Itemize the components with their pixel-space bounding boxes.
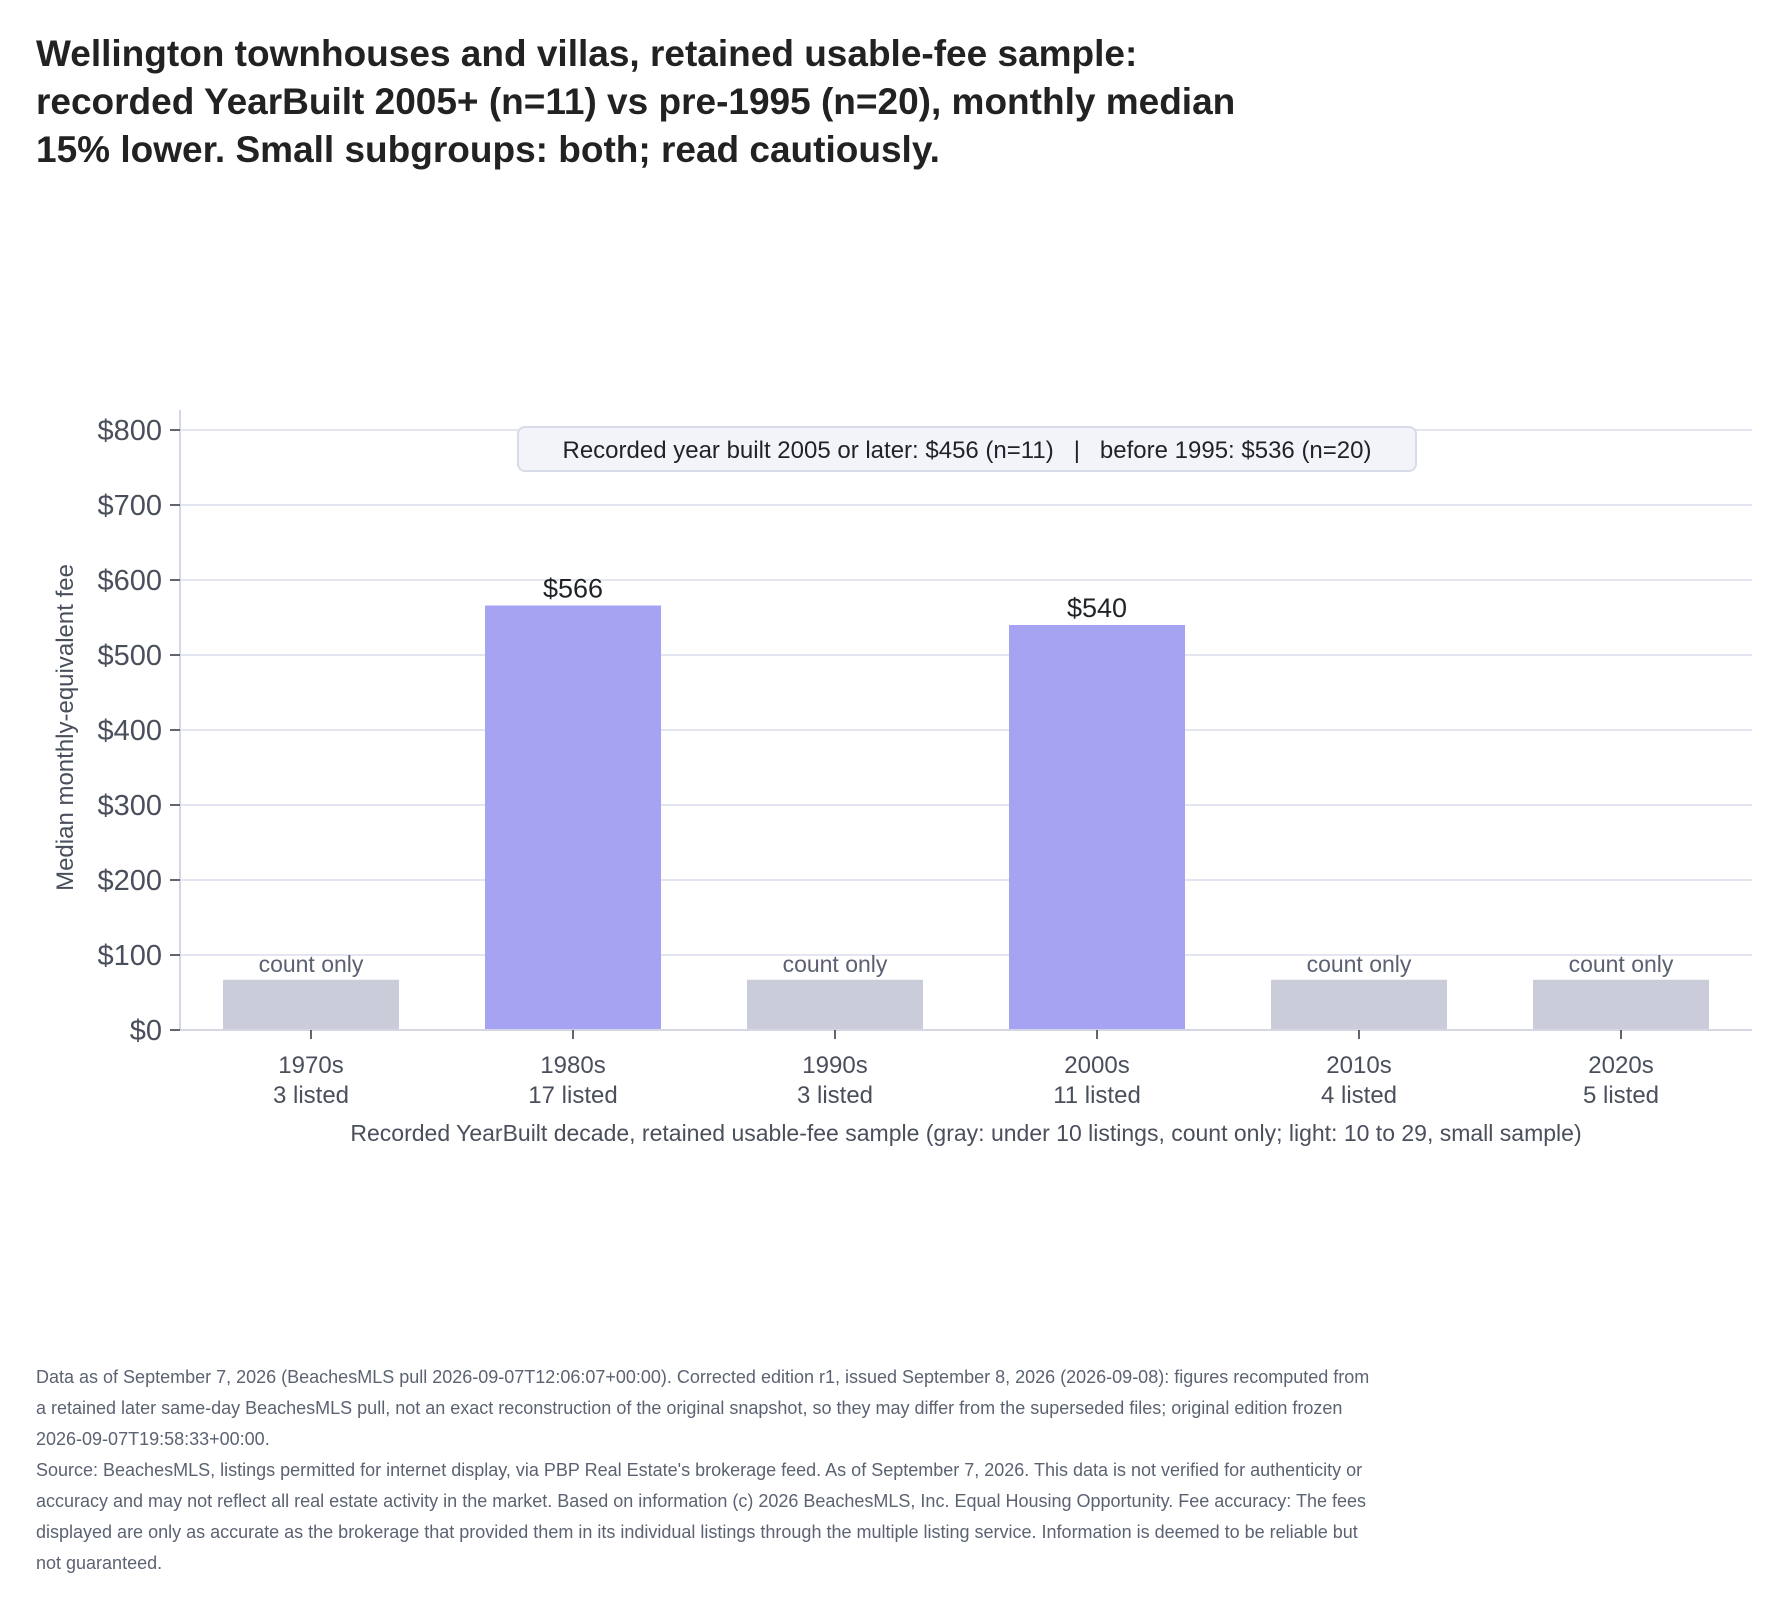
y-tick-label: $0	[130, 1015, 162, 1047]
footer-notes: Data as of September 7, 2026 (BeachesMLS…	[36, 1362, 1376, 1579]
x-tick-label: 1980s	[540, 1052, 605, 1079]
edition-note: Data as of September 7, 2026 (BeachesMLS…	[36, 1367, 1370, 1449]
bars	[223, 605, 1709, 1030]
bar-value-label: count only	[259, 951, 364, 977]
x-tick-count-label: 4 listed	[1321, 1082, 1397, 1109]
y-tick-label: $200	[97, 865, 162, 897]
bar-chart: $0 $100 $200 $300 $400 $500 $600 $700 $800 1970s…	[0, 400, 1782, 1160]
y-tick-label: $800	[97, 415, 162, 447]
x-tick-label: 2010s	[1326, 1052, 1391, 1079]
y-tick-label: $300	[97, 790, 162, 822]
grid-lines	[180, 429, 1752, 956]
chart-title-line: recorded YearBuilt 2005+ (n=11) vs pre-1…	[36, 81, 1236, 122]
bar-value-label: count only	[783, 951, 888, 977]
x-axis-label: Recorded YearBuilt decade, retained usab…	[350, 1120, 1581, 1146]
annotation-text: Recorded year built 2005 or later: $456 …	[563, 437, 1372, 464]
x-tick-count-label: 3 listed	[797, 1082, 873, 1109]
bar-chart-svg: $0 $100 $200 $300 $400 $500 $600 $700 $800 1970s…	[52, 410, 1752, 1146]
count-only-bar	[747, 979, 923, 1030]
x-tick-label: 2000s	[1064, 1052, 1129, 1079]
bar-value-label: $540	[1067, 593, 1127, 623]
median-bar	[485, 605, 661, 1030]
median-bar	[1009, 625, 1185, 1030]
chart-title-line: 15% lower. Small subgroups: both; read c…	[36, 129, 940, 170]
count-only-bar	[1271, 979, 1447, 1030]
chart-title-line: Wellington townhouses and villas, retain…	[36, 33, 1138, 74]
y-tick-label: $400	[97, 715, 162, 747]
x-tick-label: 1990s	[802, 1052, 867, 1079]
x-tick-count-label: 11 listed	[1053, 1082, 1141, 1109]
y-tick-label: $700	[97, 490, 162, 522]
x-tick-label: 2020s	[1588, 1052, 1653, 1079]
y-tick-label: $500	[97, 640, 162, 672]
x-axis-ticks: 1970s 3 listed 1980s 17 listed 1990s 3 listed…	[273, 1030, 1659, 1109]
bar-value-labels: count only $566 count only $540 count only co…	[259, 574, 1674, 977]
source-note: Source: BeachesMLS, listings permitted f…	[36, 1460, 1366, 1573]
bar-value-label: count only	[1307, 951, 1412, 977]
bar-value-label: count only	[1569, 951, 1674, 977]
annotation-box	[517, 426, 1417, 472]
axes	[179, 410, 1752, 1031]
count-only-bar	[1533, 979, 1709, 1030]
y-tick-label: $600	[97, 565, 162, 597]
y-axis-label: Median monthly-equivalent fee	[52, 564, 79, 891]
median-comparison-annotation: Recorded year built 2005 or later: $456 …	[517, 426, 1417, 472]
x-tick-label: 1970s	[278, 1052, 343, 1079]
x-tick-count-label: 5 listed	[1583, 1082, 1659, 1109]
x-tick-count-label: 3 listed	[273, 1082, 349, 1109]
count-only-bar	[223, 979, 399, 1030]
chart-title: Wellington townhouses and villas, retain…	[36, 30, 1336, 174]
x-tick-count-label: 17 listed	[528, 1082, 617, 1109]
y-tick-label: $100	[97, 940, 162, 972]
y-axis-ticks: $0 $100 $200 $300 $400 $500 $600 $700 $800	[97, 415, 180, 1047]
bar-value-label: $566	[543, 574, 603, 604]
